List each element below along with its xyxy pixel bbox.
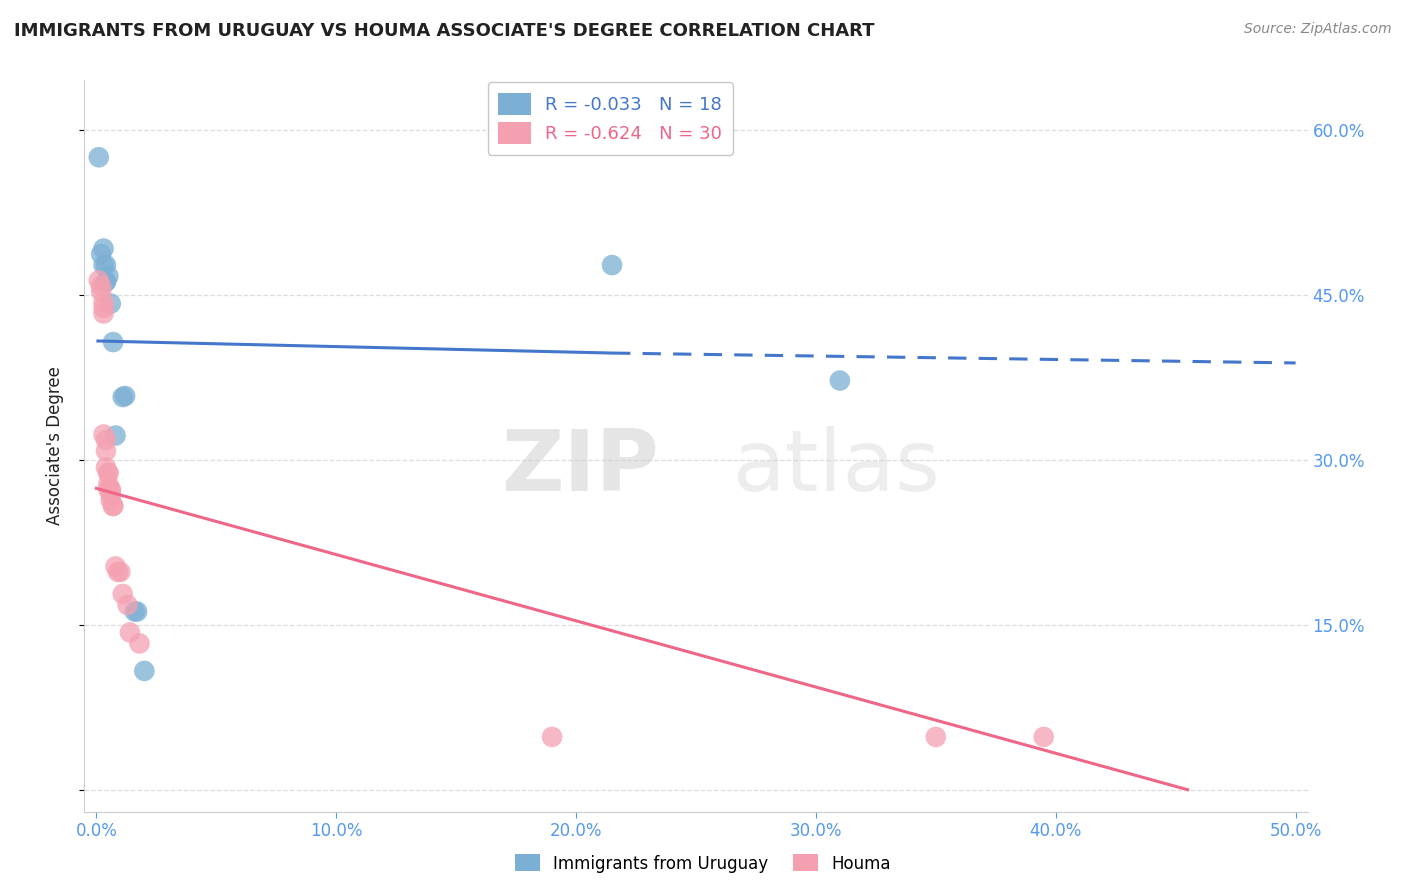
Point [97, 466, 120, 480]
Text: Source: ZipAtlas.com: Source: ZipAtlas.com [1244, 22, 1392, 37]
Point [134, 664, 156, 678]
Text: atlas: atlas [733, 426, 941, 509]
Point [90, 285, 112, 299]
Text: ZIP: ZIP [502, 426, 659, 509]
Point [100, 488, 122, 502]
Point [114, 389, 136, 403]
Point [87, 273, 110, 287]
Point [925, 730, 948, 744]
Point [1032, 730, 1054, 744]
Point [100, 493, 122, 508]
Point [94, 275, 117, 289]
Point [100, 483, 122, 498]
Point [107, 565, 129, 579]
Point [124, 605, 146, 619]
Text: IMMIGRANTS FROM URUGUAY VS HOUMA ASSOCIATE'S DEGREE CORRELATION CHART: IMMIGRANTS FROM URUGUAY VS HOUMA ASSOCIA… [14, 22, 875, 40]
Point [100, 483, 122, 497]
Point [101, 499, 124, 513]
Point [97, 483, 120, 497]
Point [94, 444, 117, 458]
Point [90, 247, 112, 261]
Point [87, 150, 110, 164]
Legend: Immigrants from Uruguay, Houma: Immigrants from Uruguay, Houma [508, 847, 898, 880]
Point [93, 427, 115, 442]
Point [94, 258, 117, 272]
Point [104, 428, 127, 442]
Point [117, 598, 139, 612]
Point [101, 499, 124, 513]
Point [97, 477, 120, 491]
Point [97, 268, 120, 283]
Point [110, 565, 132, 579]
Y-axis label: Associate's Degree: Associate's Degree [45, 367, 63, 525]
Point [93, 242, 115, 256]
Point [118, 625, 141, 640]
Point [94, 275, 117, 289]
Point [541, 730, 564, 744]
Point [828, 374, 851, 388]
Point [111, 390, 134, 404]
Point [90, 279, 112, 293]
Point [600, 258, 623, 272]
Point [93, 295, 115, 310]
Point [93, 258, 115, 272]
Point [101, 334, 124, 349]
Point [94, 460, 117, 475]
Point [111, 587, 134, 601]
Point [100, 296, 122, 310]
Legend: R = -0.033   N = 18, R = -0.624   N = 30: R = -0.033 N = 18, R = -0.624 N = 30 [488, 82, 733, 155]
Point [127, 605, 149, 619]
Point [104, 559, 127, 574]
Point [97, 466, 120, 480]
Point [93, 306, 115, 320]
Point [94, 433, 117, 447]
Point [93, 301, 115, 315]
Point [128, 636, 150, 650]
